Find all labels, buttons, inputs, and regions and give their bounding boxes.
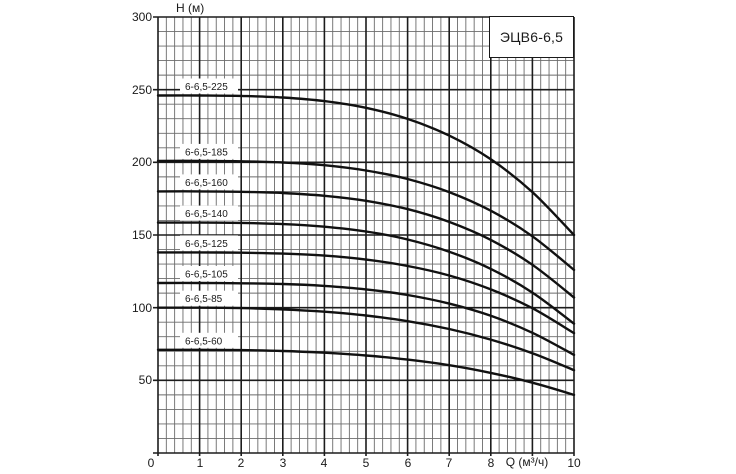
curve-label: 6-6,5-140	[185, 209, 228, 220]
curve-label: 6-6,5-225	[185, 82, 228, 93]
curve-label-box	[180, 332, 238, 348]
pump-curve	[156, 221, 576, 325]
pump-curve	[156, 251, 576, 335]
curve-label-box	[180, 290, 238, 306]
curve-label: 6-6,5-185	[185, 147, 228, 158]
pump-curve	[156, 281, 576, 357]
curve-label: 6-6,5-60	[185, 336, 223, 347]
curve-label-box	[180, 174, 238, 190]
curve-label-box	[180, 235, 238, 251]
pump-curve	[156, 94, 576, 237]
chart-title: ЭЦВ6-6,5	[499, 29, 564, 45]
curve-label-box	[180, 205, 238, 221]
y-axis-title: H (м)	[176, 1, 205, 15]
curve-label-box	[180, 78, 238, 94]
curve-label: 6-6,5-85	[185, 294, 223, 305]
curve-label-box	[180, 143, 238, 159]
pump-curve	[156, 190, 576, 299]
chart-title-box: ЭЦВ6-6,5	[489, 16, 574, 58]
pump-curve	[156, 159, 576, 272]
curve-label: 6-6,5-105	[185, 270, 228, 281]
curve-label-box	[180, 266, 238, 281]
curve-label: 6-6,5-160	[185, 178, 228, 189]
pump-curve	[156, 306, 576, 372]
curve-label: 6-6,5-125	[185, 239, 228, 250]
x-axis-title: Q (м³/ч)	[505, 455, 549, 469]
pump-curve	[156, 348, 576, 397]
